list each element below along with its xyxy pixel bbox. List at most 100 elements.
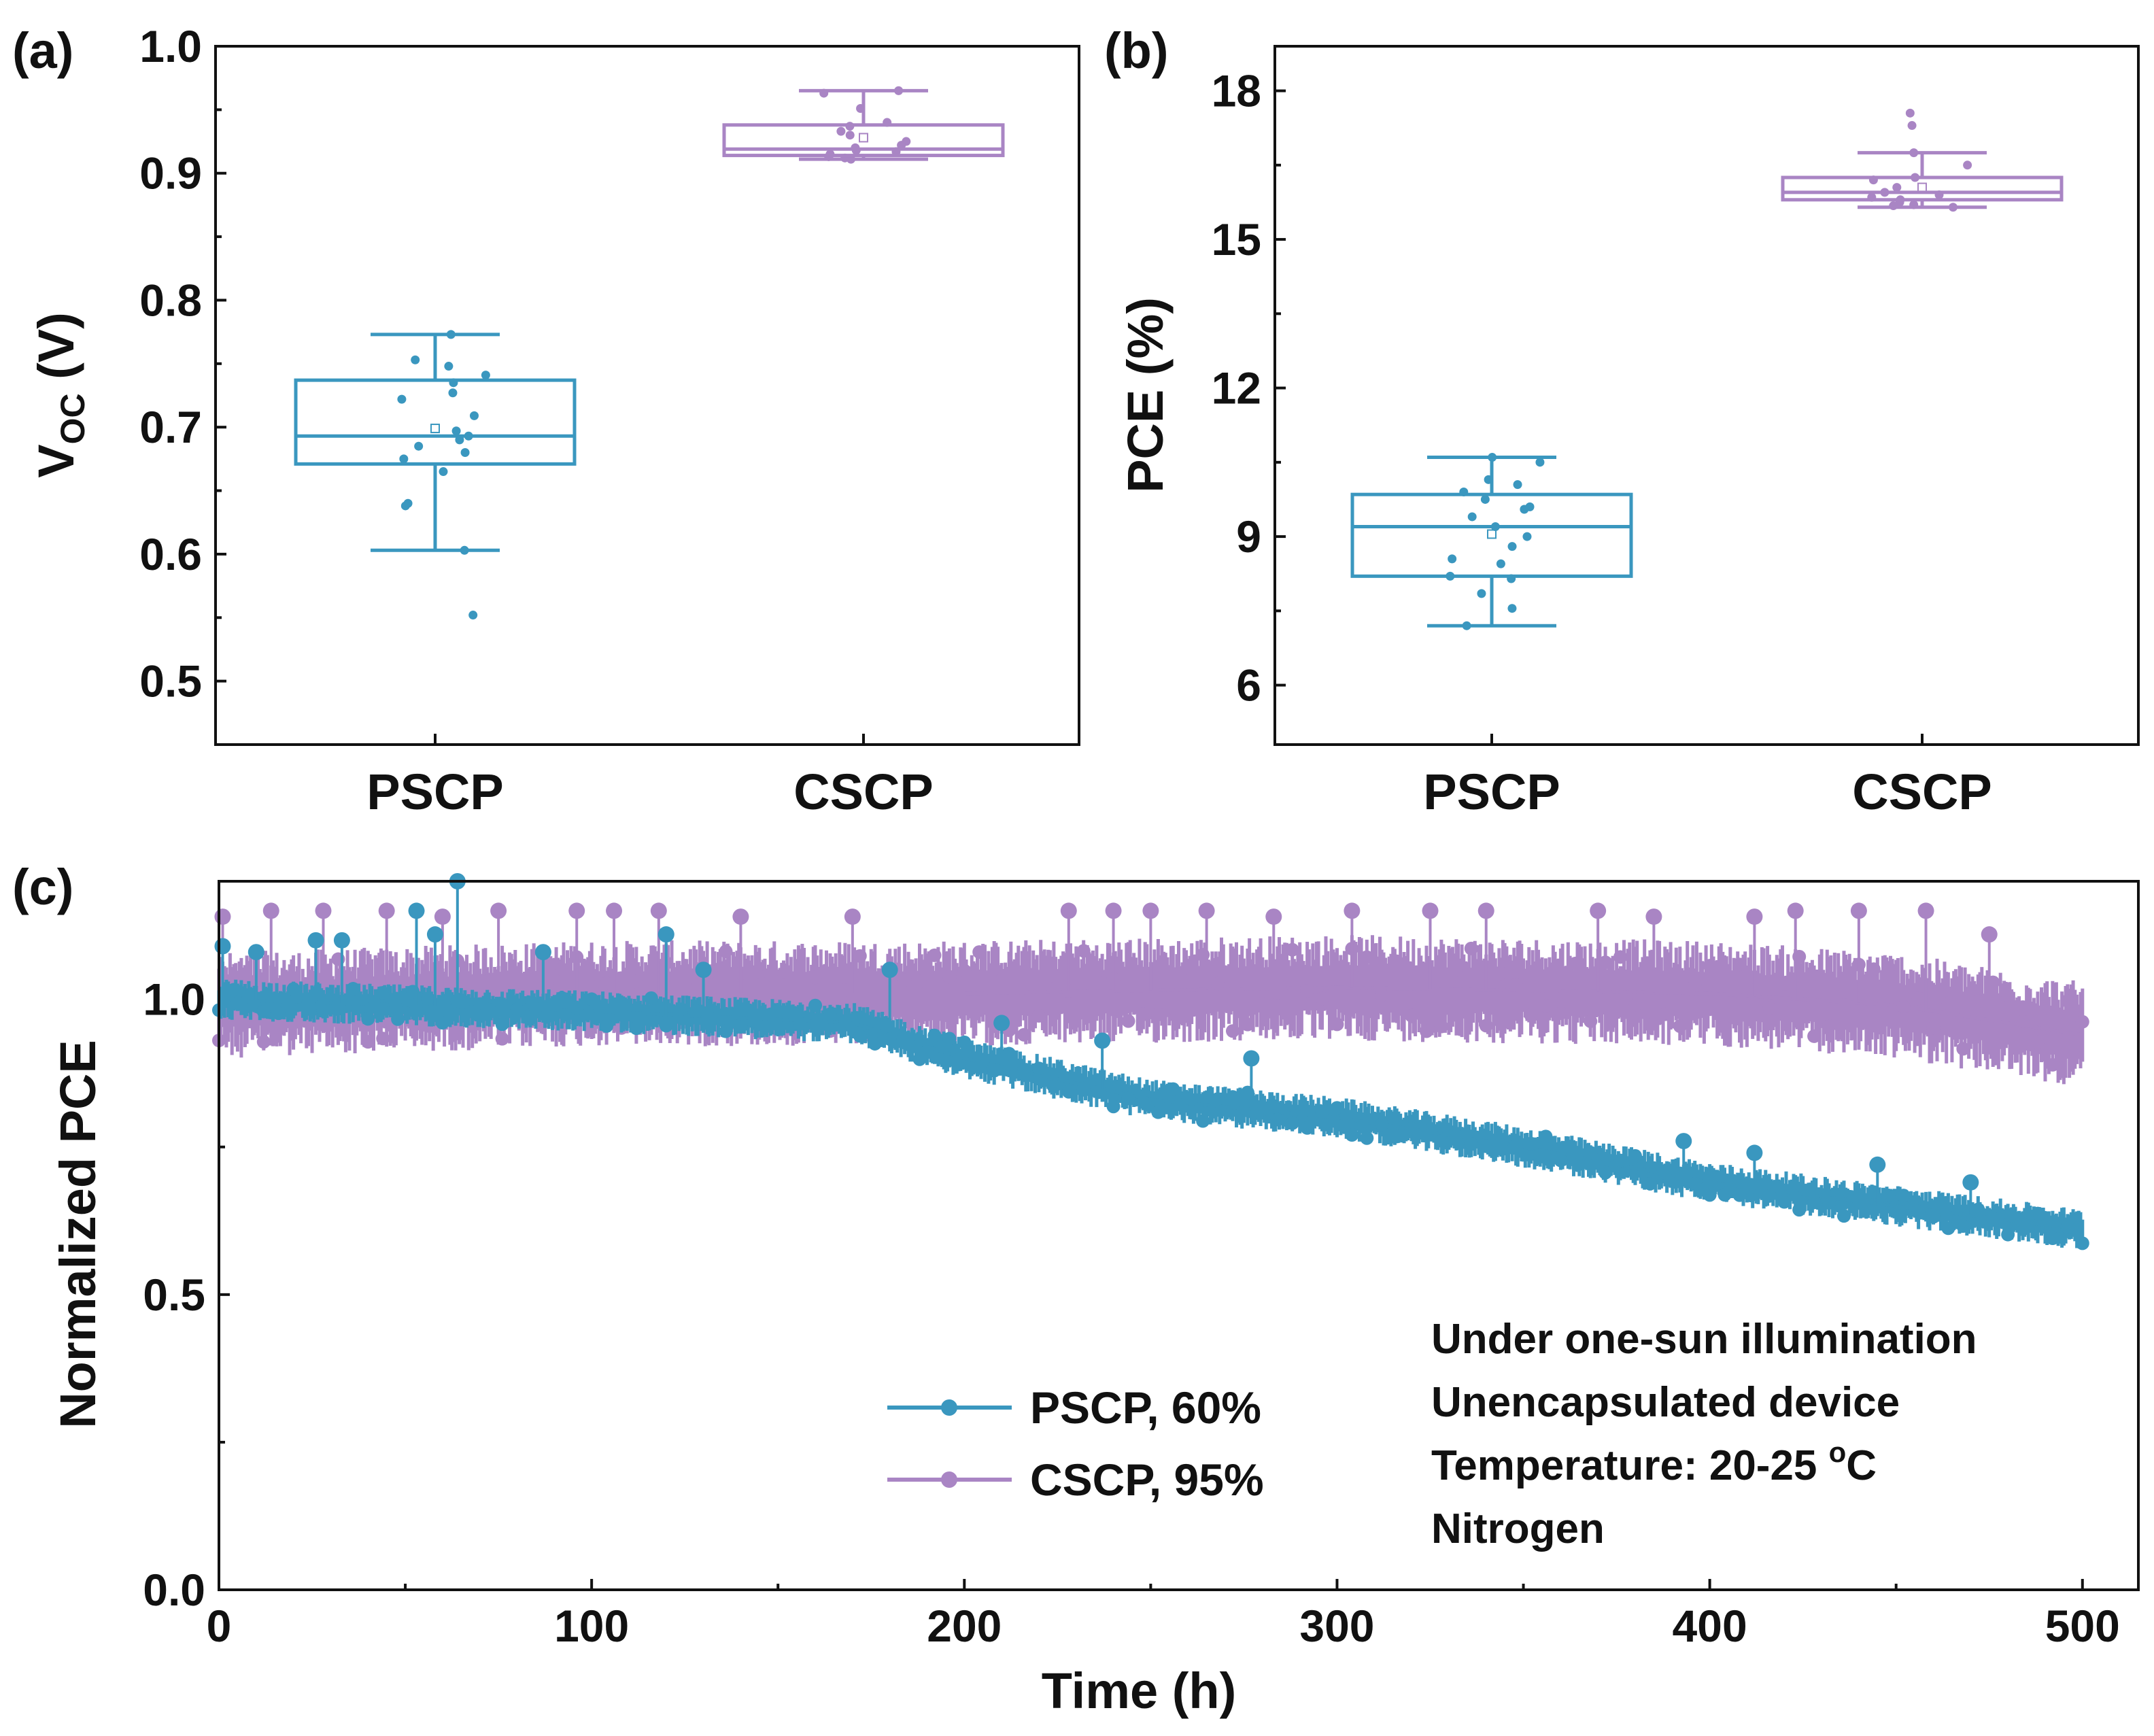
data-point [455,435,464,445]
data-point [1926,1210,1941,1224]
data-point [644,991,658,1005]
data-point [1031,1008,1046,1023]
data-point [1448,554,1457,564]
data-point [1539,998,1553,1012]
legend-marker-pscp [941,1399,957,1416]
panel-a-y-axis-title: VOC (V) [28,312,92,478]
data-point [2075,1015,2089,1029]
data-point [399,454,409,464]
data-point [1762,1001,1777,1015]
data-point [1554,1153,1568,1168]
y-tick-label: 1.0 [139,21,202,71]
data-point [764,968,778,982]
data-point [1076,944,1091,958]
data-point [1270,985,1284,1000]
data-point [1198,902,1215,919]
data-point [271,1006,286,1021]
data-point [793,1017,808,1031]
data-point [942,970,957,984]
data-point [845,122,855,131]
data-point [1628,998,1642,1012]
data-point [1520,505,1529,514]
data-point [510,1002,524,1017]
data-point [1494,966,1508,981]
data-point [1315,1104,1329,1119]
data-point [420,991,434,1006]
panel-b-y-axis-title: PCE (%) [1117,297,1174,493]
data-point [555,962,569,976]
data-point [262,902,279,919]
data-point [1880,188,1890,197]
data-point [414,441,424,451]
data-point [1746,1144,1763,1161]
data-point [400,501,410,511]
data-point [1345,1128,1359,1142]
data-point [1375,1117,1389,1131]
panel-b-category-label: PSCP [1423,764,1560,820]
data-point [2075,1236,2089,1250]
data-point [247,944,264,961]
data-point [435,1016,449,1030]
data-point [1477,589,1486,598]
data-point [1896,1000,1911,1014]
data-point [1136,1095,1150,1109]
panel-b-category-label: CSCP [1852,764,1992,820]
panel-b-pce-boxplot: (b) 6 9 12 15 18 PCE (%) PSCP CSCP [1104,22,2140,820]
data-point [894,86,904,95]
box-iqr [722,123,1005,158]
data-point [1613,1153,1628,1168]
data-point [912,974,927,989]
panel-b-label: (b) [1104,22,1169,79]
data-point [1584,1014,1598,1028]
data-point [1490,522,1500,532]
data-point [585,980,599,994]
data-point [1963,160,1972,170]
data-point [779,1005,793,1019]
data-point [1911,991,1926,1006]
data-point [1181,961,1195,975]
data-point [333,932,350,949]
data-point [525,995,539,1010]
data-point [1151,1008,1165,1022]
data-point [1599,1165,1613,1180]
data-point [1881,961,1896,975]
data-point [1106,1100,1121,1114]
data-point [1643,1176,1657,1191]
data-point [481,371,490,380]
data-point [1509,1139,1523,1153]
data-point [851,146,861,155]
data-point [749,1014,763,1028]
data-point [426,926,443,943]
data-point [1360,950,1374,964]
data-point [1613,950,1628,964]
data-point [468,611,478,620]
data-point [1434,1019,1448,1034]
data-point [451,426,461,436]
data-point [1868,175,1878,185]
data-point [585,992,599,1006]
annotation-encapsulation: Unencapsulated device [1431,1379,1900,1426]
box-iqr [1350,492,1633,578]
data-point [1422,902,1439,919]
data-point [606,902,623,919]
data-point [1507,542,1517,551]
x-tick-label: 300 [1299,1601,1374,1651]
panel-c-y-axis-title: Normalized PCE [50,1040,106,1429]
data-point [1807,1195,1822,1210]
legend-marker-cscp [941,1471,957,1488]
data-point [615,1008,629,1022]
data-point [734,1020,748,1034]
data-point [1941,996,1955,1010]
data-point [1911,173,1920,182]
data-point [657,926,674,943]
data-point [1762,1189,1777,1203]
data-point [1375,988,1389,1002]
data-point [808,998,823,1012]
data-point [1479,1019,1493,1033]
data-point [1643,1018,1657,1032]
data-point [853,1029,867,1043]
data-point [376,1032,390,1046]
y-tick-label: 12 [1212,363,1261,413]
data-point [1240,1017,1254,1032]
panel-c-marks [212,873,2089,1250]
